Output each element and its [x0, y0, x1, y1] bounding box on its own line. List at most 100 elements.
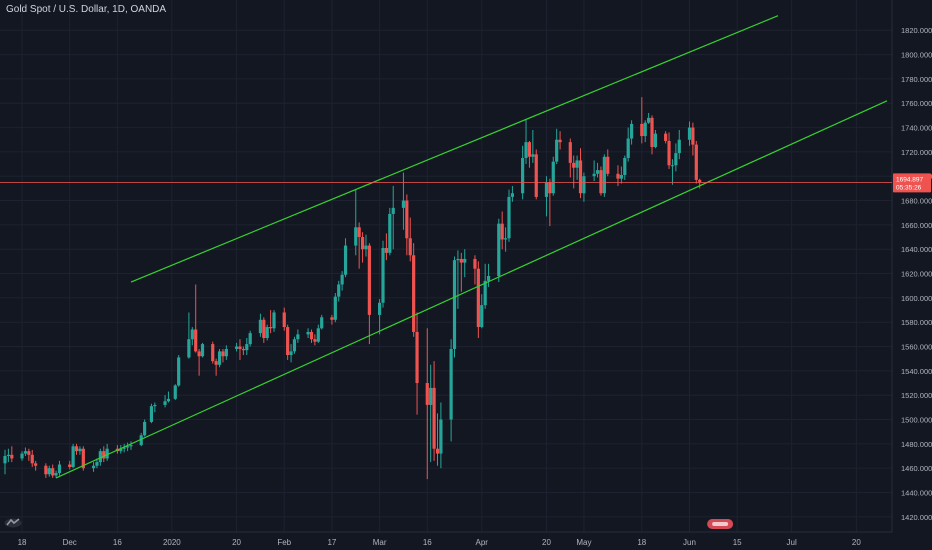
candle-body[interactable]	[449, 348, 453, 420]
candle-body[interactable]	[10, 454, 14, 459]
candle-body[interactable]	[68, 464, 72, 467]
upper-channel-line[interactable]	[130, 15, 779, 283]
candle-body[interactable]	[626, 138, 630, 158]
candle-body[interactable]	[551, 161, 555, 194]
candle-body[interactable]	[177, 357, 181, 386]
candle-body[interactable]	[30, 454, 34, 464]
candle-body[interactable]	[34, 463, 38, 466]
candle-body[interactable]	[435, 448, 440, 454]
candle-body[interactable]	[694, 144, 698, 180]
candle-body[interactable]	[595, 170, 600, 174]
candle-body[interactable]	[555, 139, 559, 162]
candle-body[interactable]	[677, 139, 681, 154]
candle-body[interactable]	[357, 227, 361, 238]
candle-body[interactable]	[629, 123, 634, 139]
candle-body[interactable]	[578, 160, 583, 194]
candle-body[interactable]	[248, 333, 252, 345]
candle-body[interactable]	[667, 140, 671, 166]
candle-body[interactable]	[125, 446, 130, 448]
candle-body[interactable]	[425, 383, 429, 405]
candle-body[interactable]	[166, 398, 171, 402]
candle-body[interactable]	[524, 142, 528, 158]
candle-body[interactable]	[643, 122, 647, 137]
candle-body[interactable]	[234, 346, 239, 349]
candle-body[interactable]	[74, 446, 79, 452]
candle-body[interactable]	[194, 329, 198, 352]
candle-body[interactable]	[119, 448, 123, 452]
candle-body[interactable]	[200, 344, 205, 357]
candle-body[interactable]	[3, 456, 7, 464]
candle-body[interactable]	[153, 404, 157, 407]
candle-body[interactable]	[602, 156, 606, 194]
candle-body[interactable]	[687, 127, 692, 140]
candle-body[interactable]	[27, 451, 31, 455]
candle-body[interactable]	[388, 213, 392, 253]
candle-body[interactable]	[459, 258, 463, 263]
candle-body[interactable]	[473, 258, 477, 269]
candle-body[interactable]	[640, 123, 644, 137]
candle-body[interactable]	[343, 245, 348, 275]
candle-body[interactable]	[650, 117, 654, 148]
candle-body[interactable]	[691, 127, 695, 145]
candle-body[interactable]	[377, 302, 382, 315]
candle-body[interactable]	[415, 331, 419, 384]
candle-body[interactable]	[313, 339, 317, 342]
candle-body[interactable]	[623, 157, 627, 176]
candle-body[interactable]	[521, 157, 525, 194]
candle-body[interactable]	[173, 385, 177, 399]
candle-body[interactable]	[163, 401, 167, 405]
candle-body[interactable]	[309, 331, 314, 340]
candle-body[interactable]	[405, 200, 409, 239]
candle-body[interactable]	[544, 182, 549, 197]
candle-body[interactable]	[91, 465, 96, 469]
candle-body[interactable]	[606, 156, 610, 174]
candle-body[interactable]	[81, 448, 85, 469]
candle-body[interactable]	[548, 182, 552, 194]
candle-body[interactable]	[497, 223, 501, 276]
candle-body[interactable]	[364, 245, 368, 250]
candle-body[interactable]	[510, 193, 515, 197]
candle-body[interactable]	[320, 317, 324, 329]
candle-body[interactable]	[412, 255, 416, 332]
candle-body[interactable]	[568, 142, 572, 163]
candle-body[interactable]	[143, 421, 147, 436]
candle-body[interactable]	[432, 387, 436, 449]
candle-body[interactable]	[330, 317, 334, 320]
candle-body[interactable]	[102, 451, 106, 459]
candle-body[interactable]	[98, 451, 102, 463]
candle-body[interactable]	[78, 448, 82, 452]
candle-body[interactable]	[139, 435, 143, 446]
tradingview-logo-icon[interactable]	[4, 516, 22, 528]
candle-body[interactable]	[129, 445, 133, 447]
candle-body[interactable]	[238, 346, 242, 349]
candle-body[interactable]	[57, 464, 62, 474]
candle-body[interactable]	[599, 170, 603, 194]
candle-body[interactable]	[429, 387, 433, 405]
candle-body[interactable]	[452, 260, 457, 349]
candle-body[interactable]	[354, 227, 358, 246]
candle-body[interactable]	[44, 465, 48, 475]
candle-body[interactable]	[480, 305, 484, 328]
candle-body[interactable]	[105, 448, 109, 459]
candle-body[interactable]	[214, 361, 218, 365]
lower-channel-line[interactable]	[55, 100, 888, 479]
candle-body[interactable]	[20, 453, 24, 459]
candle-body[interactable]	[647, 117, 651, 123]
candle-body[interactable]	[221, 351, 225, 357]
candle-body[interactable]	[582, 176, 586, 194]
candle-body[interactable]	[286, 327, 290, 356]
candle-body[interactable]	[500, 223, 504, 240]
candle-body[interactable]	[265, 327, 269, 339]
candle-body[interactable]	[190, 329, 194, 340]
candle-body[interactable]	[463, 258, 467, 263]
candle-body[interactable]	[384, 247, 389, 253]
candle-body[interactable]	[558, 139, 562, 143]
candle-body[interactable]	[340, 274, 344, 285]
candle-body[interactable]	[483, 280, 487, 306]
candle-body[interactable]	[503, 238, 508, 240]
candle-body[interactable]	[531, 154, 535, 157]
candle-body[interactable]	[486, 275, 491, 281]
candle-body[interactable]	[245, 344, 249, 351]
candle-body[interactable]	[23, 451, 28, 454]
candle-body[interactable]	[71, 446, 75, 467]
